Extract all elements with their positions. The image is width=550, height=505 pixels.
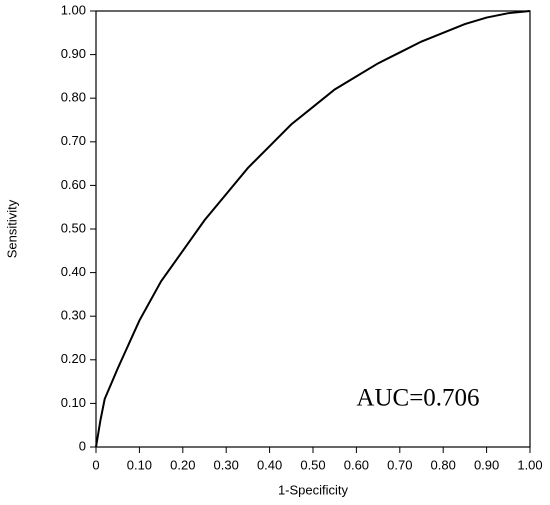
plot-frame bbox=[95, 10, 531, 448]
x-axis-label: 1-Specificity bbox=[278, 482, 349, 497]
y-tick-label: 0.50 bbox=[61, 220, 86, 235]
y-axis-label: Sensitivity bbox=[4, 199, 19, 258]
x-tick-label: 0.60 bbox=[344, 457, 369, 472]
y-tick-label: 0.90 bbox=[61, 46, 86, 61]
y-tick-label: 0.30 bbox=[61, 308, 86, 323]
x-tick-label: 0.90 bbox=[474, 457, 499, 472]
y-tick-label: 0.40 bbox=[61, 264, 86, 279]
y-tick-label: 1.00 bbox=[61, 2, 86, 17]
y-tick-label: 0.10 bbox=[61, 395, 86, 410]
y-tick-label: 0.60 bbox=[61, 177, 86, 192]
y-tick-label: 0.20 bbox=[61, 351, 86, 366]
x-tick-label: 0.50 bbox=[300, 457, 325, 472]
annotation: AUC=0.706 bbox=[356, 385, 479, 412]
x-tick-label: 0.40 bbox=[257, 457, 282, 472]
roc-curve bbox=[95, 10, 531, 448]
x-tick-label: 0.20 bbox=[170, 457, 195, 472]
x-tick-label: 0.30 bbox=[214, 457, 239, 472]
x-tick-label: 0.70 bbox=[387, 457, 412, 472]
y-tick-label: 0.70 bbox=[61, 133, 86, 148]
y-tick-label: 0.80 bbox=[61, 90, 86, 105]
x-tick-label: 0.10 bbox=[127, 457, 152, 472]
x-tick-label: 0 bbox=[92, 457, 99, 472]
y-tick-label: 0 bbox=[79, 438, 86, 453]
x-tick-label: 0.80 bbox=[431, 457, 456, 472]
x-tick-label: 1.00 bbox=[517, 457, 542, 472]
